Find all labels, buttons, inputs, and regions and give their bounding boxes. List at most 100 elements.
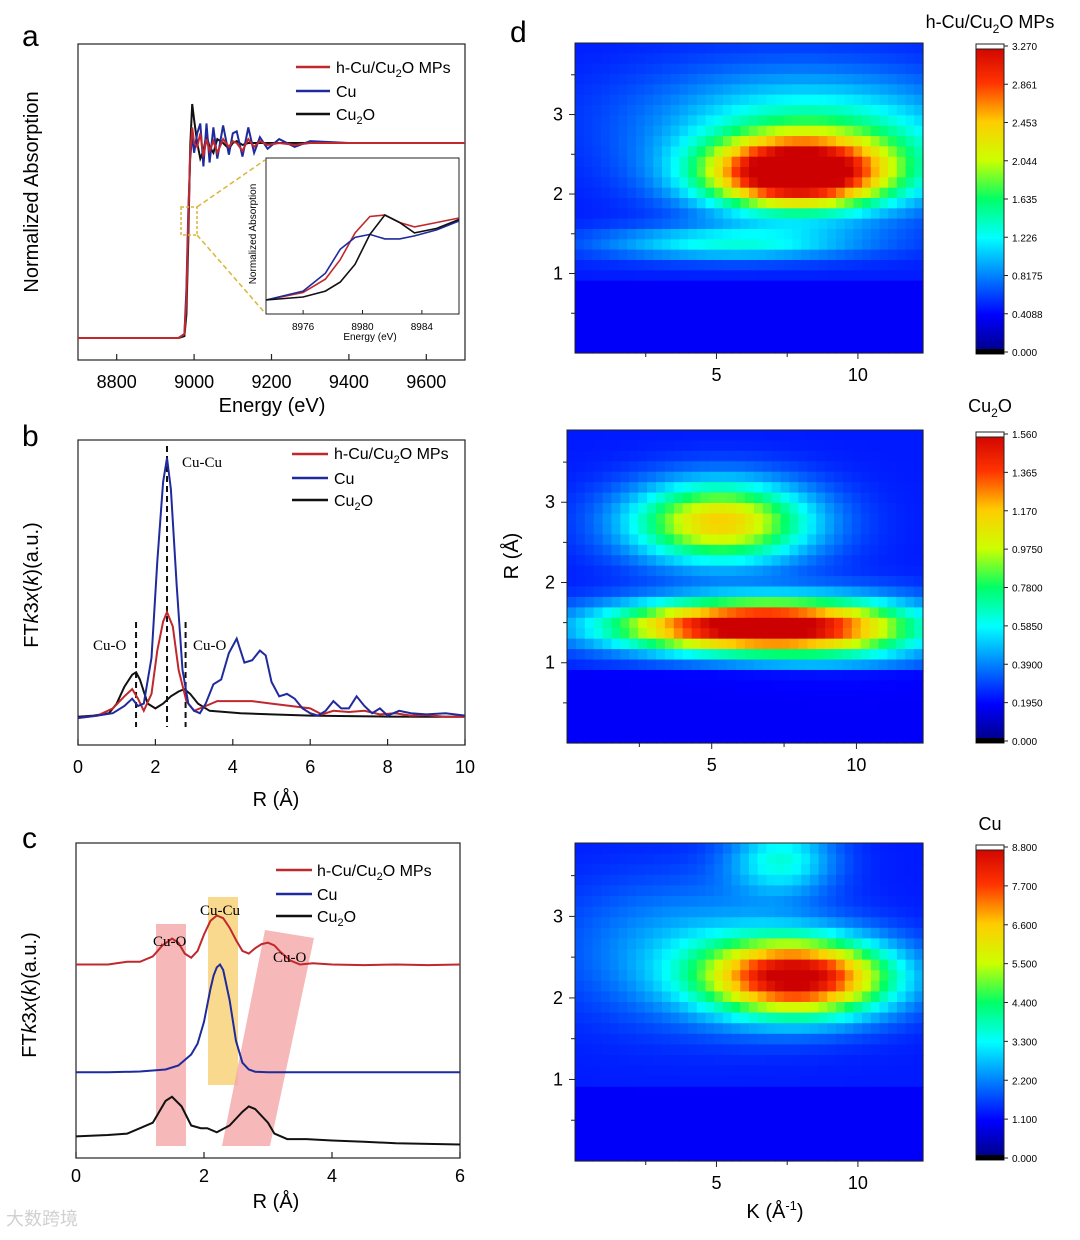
heat-cell <box>627 1044 637 1056</box>
heat-cell <box>792 949 802 961</box>
heat-cell <box>583 218 593 230</box>
heat-cell <box>731 1012 741 1024</box>
heat-xtick-label: 10 <box>848 1173 868 1193</box>
colorbar-tick-label: 2.861 <box>1012 80 1037 91</box>
heat-cell <box>620 565 630 577</box>
heat-cell <box>914 1023 924 1035</box>
heat-cell <box>611 680 621 692</box>
heat-cell <box>844 249 854 261</box>
heat-cell <box>870 896 881 908</box>
heat-cell <box>757 229 767 240</box>
heat-cell <box>780 586 791 598</box>
heat-cell <box>896 669 906 681</box>
heat-cell <box>696 270 707 282</box>
heat-cell <box>583 1097 593 1109</box>
heat-cell <box>914 94 924 106</box>
heat-cell <box>807 722 817 734</box>
heat-cell <box>860 586 871 598</box>
heat-cell <box>696 94 707 106</box>
heat-cell <box>627 208 637 220</box>
heat-cell <box>709 430 719 442</box>
heat-cell <box>836 1129 846 1141</box>
heat-cell <box>592 959 602 971</box>
heat-cell <box>783 177 794 189</box>
heat-cell <box>888 1139 898 1151</box>
heat-cell <box>620 482 630 494</box>
heat-cell <box>696 1002 707 1014</box>
heat-cell <box>792 1044 802 1056</box>
heat-cell <box>722 94 733 106</box>
heat-cell <box>620 607 630 619</box>
heat-cell <box>905 991 915 1003</box>
heat-cell <box>783 105 794 116</box>
heat-cell <box>860 669 871 681</box>
heat-cell <box>679 94 689 106</box>
heat-cell <box>792 177 802 189</box>
heat-cell <box>627 63 637 75</box>
heat-cell <box>740 198 750 209</box>
heat-cell <box>602 586 613 598</box>
heat-cell <box>602 565 613 577</box>
heat-cell <box>740 311 750 323</box>
heat-cell <box>718 711 728 723</box>
heat-cell <box>860 690 871 702</box>
heat-cell <box>638 649 648 661</box>
heat-cell <box>792 229 802 240</box>
heat-cell <box>862 1033 872 1045</box>
heat-cell <box>688 1097 698 1109</box>
heat-cell <box>609 53 620 65</box>
heat-cell <box>609 949 620 961</box>
heat-cell <box>862 136 872 147</box>
heat-cell <box>705 167 715 178</box>
heat-cell <box>836 938 846 950</box>
heat-cell <box>691 430 702 442</box>
heat-cell <box>853 949 863 961</box>
panel-c-frame <box>75 842 461 1159</box>
heat-cell <box>664 565 675 577</box>
heat-cell <box>696 991 707 1003</box>
heat-cell <box>827 63 837 75</box>
heat-cell <box>609 906 620 918</box>
heat-cell <box>673 503 684 515</box>
heat-cell <box>627 1129 637 1141</box>
heat-cell <box>862 949 872 961</box>
heat-cell <box>870 1002 881 1014</box>
heat-cell <box>601 208 611 220</box>
panel-letter-a: a <box>22 20 39 53</box>
heat-cell <box>834 628 844 640</box>
heat-cell <box>783 291 794 302</box>
heat-cell <box>700 544 710 556</box>
heat-cell <box>887 711 897 723</box>
heat-cell <box>749 1044 759 1056</box>
heat-cell <box>575 596 586 608</box>
heat-cell <box>860 565 871 577</box>
heat-cell <box>670 105 680 116</box>
heat-cell <box>869 649 880 661</box>
heat-cell <box>827 1150 837 1162</box>
heat-cell <box>783 249 794 261</box>
heat-cell <box>709 471 719 483</box>
heat-cell <box>601 1086 611 1098</box>
colorbar-tick-label: 3.270 <box>1012 42 1037 53</box>
heat-cell <box>775 864 785 876</box>
heat-cell <box>583 156 593 168</box>
heat-cell <box>771 576 782 588</box>
heat-cell <box>682 659 693 671</box>
heat-cell <box>807 430 817 442</box>
heat-cell <box>870 53 881 65</box>
heat-cell <box>609 970 620 982</box>
heat-cell <box>602 482 613 494</box>
heat-cell <box>905 342 915 354</box>
heat-cell <box>827 980 837 992</box>
heat-cell <box>771 492 782 504</box>
heat-cell <box>662 853 672 865</box>
heat-cell <box>879 1012 889 1024</box>
heat-cell <box>662 187 672 199</box>
heat-cell <box>827 917 837 929</box>
heat-cell <box>609 208 620 220</box>
heat-cell <box>731 156 741 168</box>
heat-cell <box>662 342 672 354</box>
heat-cell <box>629 471 639 483</box>
heat-cell <box>896 1055 907 1067</box>
inset-xticks: 8976 8980 8984 <box>292 310 433 333</box>
